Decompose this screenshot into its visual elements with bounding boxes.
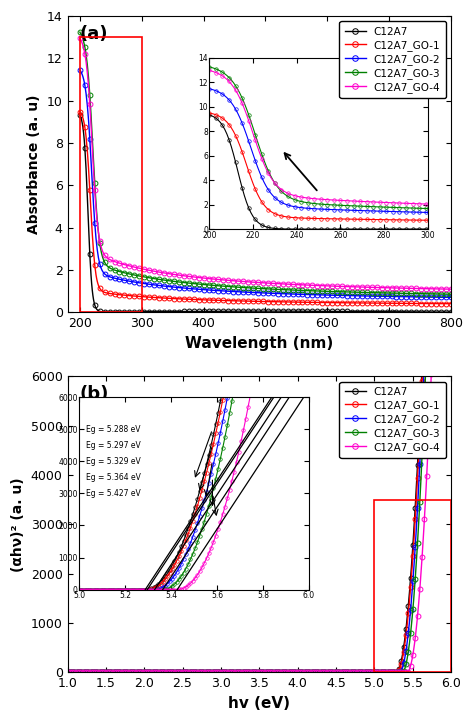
Y-axis label: (αhν)² (a. u): (αhν)² (a. u) [11,477,25,572]
X-axis label: hv (eV): hv (eV) [228,696,290,711]
Bar [80,38,142,312]
Y-axis label: Absorbance (a. u): Absorbance (a. u) [27,95,41,234]
Text: (b): (b) [79,386,109,404]
X-axis label: Wavelength (nm): Wavelength (nm) [185,336,333,351]
Legend: C12A7, C12A7_GO-1, C12A7_GO-2, C12A7_GO-3, C12A7_GO-4: C12A7, C12A7_GO-1, C12A7_GO-2, C12A7_GO-… [339,382,446,458]
Text: (a): (a) [79,25,108,43]
Bar [374,500,451,672]
Legend: C12A7, C12A7_GO-1, C12A7_GO-2, C12A7_GO-3, C12A7_GO-4: C12A7, C12A7_GO-1, C12A7_GO-2, C12A7_GO-… [339,22,446,98]
